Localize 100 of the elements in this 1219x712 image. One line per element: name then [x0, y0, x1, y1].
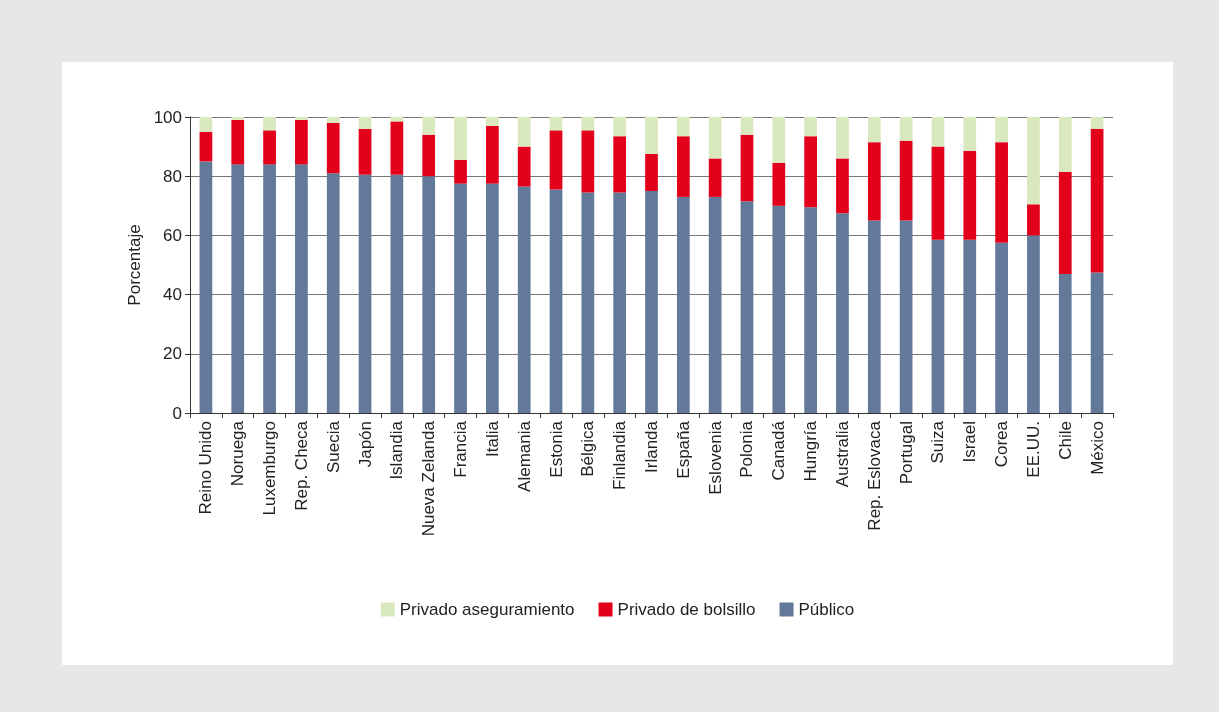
x-tick-label: Nueva Zelanda: [419, 420, 439, 537]
bar: [1058, 171, 1072, 274]
x-tick-label: Polonia: [737, 420, 757, 478]
x-tick-label: Israel: [960, 421, 980, 463]
bar: [390, 121, 404, 175]
bar: [613, 117, 627, 137]
legend-label: Público: [798, 600, 855, 619]
bar: [326, 117, 340, 123]
x-tick-label: Reino Unido: [196, 421, 216, 515]
bar: [422, 176, 436, 413]
bar: [804, 136, 817, 208]
bar: [263, 117, 276, 131]
bar: [454, 117, 467, 160]
bar: [645, 117, 658, 154]
bar: [1027, 235, 1040, 413]
bar: [422, 117, 436, 135]
bar: [231, 164, 245, 413]
bar: [995, 142, 1008, 243]
bar: [804, 117, 817, 137]
bar: [867, 220, 881, 413]
bar: [931, 117, 945, 147]
x-tick-label: Noruega: [228, 420, 248, 487]
bar: [645, 191, 658, 413]
x-tick-label: Estonia: [546, 420, 566, 478]
bar: [772, 205, 786, 413]
x-tick-label: Bélgica: [578, 420, 598, 477]
bar: [804, 207, 817, 413]
bar: [708, 158, 722, 197]
bar: [358, 117, 372, 129]
bar: [1058, 273, 1072, 413]
bar: [263, 164, 276, 413]
bar: [772, 117, 786, 163]
bar: [517, 186, 531, 413]
x-tick-label: Portugal: [896, 421, 916, 485]
bar: [836, 158, 849, 214]
bar: [708, 196, 722, 413]
bar: [740, 201, 754, 413]
x-tick-label: México: [1087, 421, 1107, 475]
x-tick-label: Luxemburgo: [260, 421, 280, 516]
bar: [740, 134, 754, 202]
legend-label: Privado aseguramiento: [399, 600, 575, 619]
x-tick-label: Irlanda: [642, 420, 661, 473]
bar: [963, 117, 977, 152]
x-tick-label: Rep. Checa: [291, 420, 311, 511]
bar: [199, 131, 213, 162]
bar: [295, 117, 308, 120]
bar: [549, 117, 563, 131]
bar: [1090, 117, 1104, 129]
bar: [486, 117, 499, 126]
bar: [231, 117, 245, 120]
bar: [390, 174, 404, 413]
bar: [295, 119, 308, 165]
bar: [517, 117, 531, 147]
y-tick-label: 80: [163, 166, 182, 186]
bar: [486, 183, 499, 413]
bar: [963, 239, 977, 413]
bar: [899, 220, 913, 413]
bar: [1090, 128, 1104, 273]
bar: [422, 134, 436, 177]
bar: [1027, 204, 1040, 236]
x-tick-label: Hungría: [801, 420, 821, 482]
y-tick-label: 100: [153, 107, 182, 127]
bar: [676, 117, 690, 137]
x-tick-label: Canadá: [769, 420, 789, 481]
x-tick-label: Chile: [1055, 421, 1075, 460]
y-tick-label: 0: [172, 403, 182, 423]
bar: [613, 136, 627, 193]
bar: [517, 146, 531, 187]
bar: [931, 146, 945, 240]
bar: [740, 117, 754, 135]
bar: [772, 162, 786, 206]
bar: [326, 173, 340, 413]
x-tick-label: Islandia: [387, 420, 407, 480]
bar: [995, 242, 1008, 413]
y-tick-label: 60: [163, 225, 182, 245]
y-tick-label: 40: [163, 285, 182, 305]
bar: [454, 159, 467, 184]
bar: [899, 140, 913, 221]
bar: [199, 161, 213, 413]
bar: [867, 117, 881, 143]
bar: [676, 136, 690, 197]
x-tick-label: Alemania: [514, 420, 534, 492]
bar: [995, 117, 1008, 143]
bar: [358, 128, 372, 175]
bar: [549, 189, 563, 413]
y-axis-title: Porcentaje: [124, 224, 144, 306]
x-tick-label: Francia: [451, 420, 471, 478]
x-tick-label: Italia: [482, 420, 502, 457]
y-tick-label: 20: [163, 344, 182, 364]
bar: [708, 117, 722, 159]
bar: [486, 125, 499, 184]
x-tick-label: Eslovenia: [705, 420, 725, 495]
bar: [231, 119, 245, 165]
bar: [613, 192, 627, 413]
bar: [867, 142, 881, 221]
bar: [931, 239, 945, 413]
bar: [1058, 117, 1072, 172]
bar: [295, 164, 308, 413]
x-tick-label: EE.UU.: [1023, 421, 1043, 478]
bar: [581, 130, 595, 193]
